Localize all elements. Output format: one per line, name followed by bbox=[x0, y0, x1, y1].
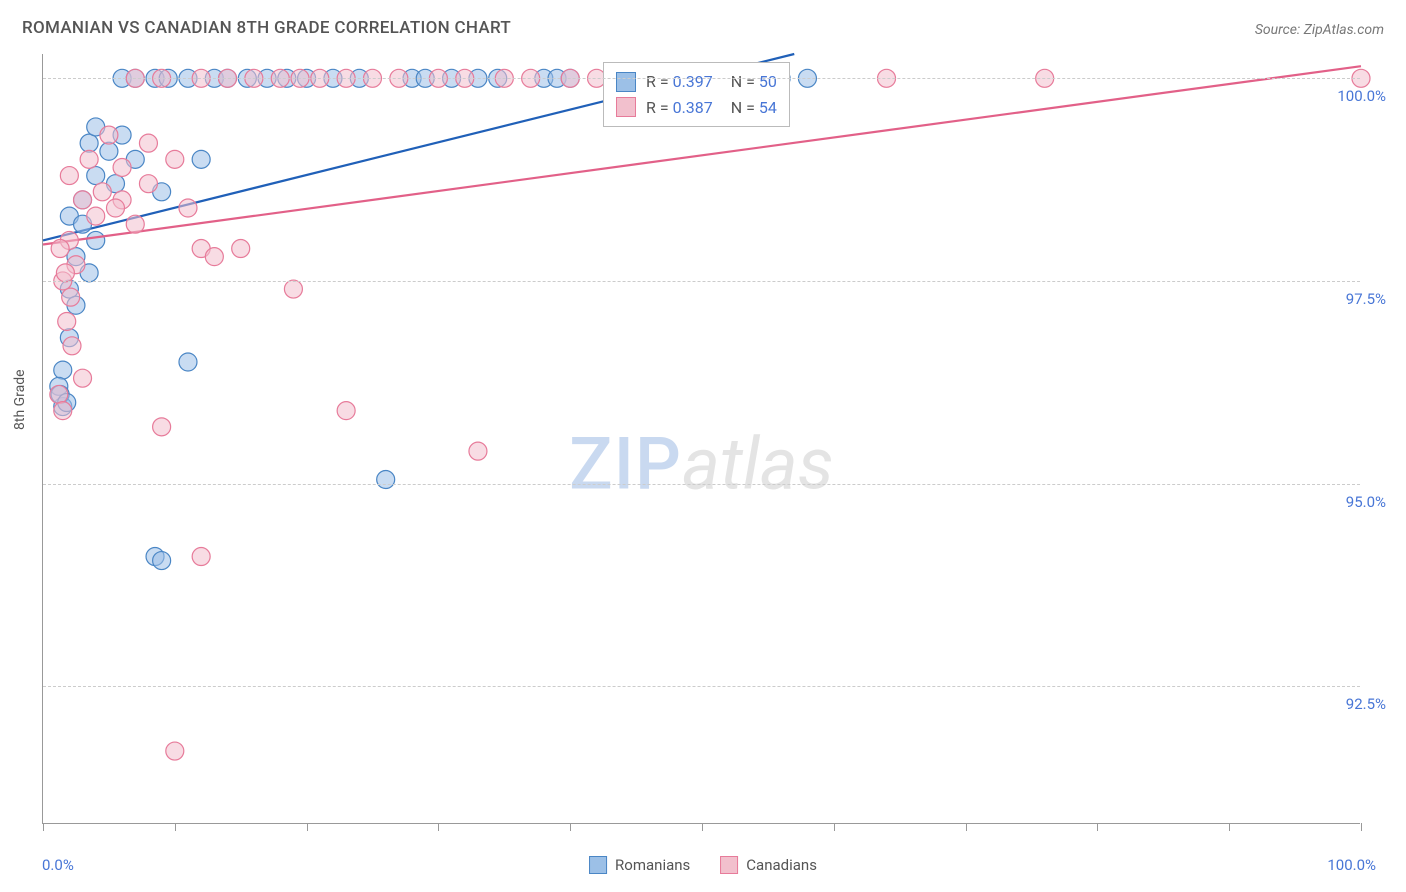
data-point[interactable] bbox=[80, 150, 98, 168]
data-point[interactable] bbox=[179, 199, 197, 217]
legend-label: Canadians bbox=[746, 856, 817, 874]
stats-swatch-icon bbox=[616, 72, 636, 92]
plot-area: ZIPatlas R = 0.397 N = 50R = 0.387 N = 5… bbox=[42, 54, 1360, 824]
data-point[interactable] bbox=[74, 191, 92, 209]
chart-source: Source: ZipAtlas.com bbox=[1255, 22, 1384, 38]
y-tick-label: 97.5% bbox=[1346, 290, 1386, 308]
data-point[interactable] bbox=[106, 199, 124, 217]
x-tick bbox=[702, 823, 703, 831]
data-point[interactable] bbox=[139, 175, 157, 193]
legend-item[interactable]: Canadians bbox=[720, 856, 817, 874]
data-point[interactable] bbox=[87, 207, 105, 225]
data-point[interactable] bbox=[192, 548, 210, 566]
data-point[interactable] bbox=[192, 150, 210, 168]
data-point[interactable] bbox=[232, 240, 250, 258]
legend-swatch-icon bbox=[720, 856, 738, 874]
data-point[interactable] bbox=[166, 150, 184, 168]
data-point[interactable] bbox=[63, 337, 81, 355]
x-tick bbox=[1097, 823, 1098, 831]
x-tick bbox=[1229, 823, 1230, 831]
x-tick bbox=[966, 823, 967, 831]
x-tick bbox=[1361, 823, 1362, 831]
data-point[interactable] bbox=[54, 361, 72, 379]
data-point[interactable] bbox=[337, 402, 355, 420]
data-point[interactable] bbox=[54, 402, 72, 420]
legend-bottom: Romanians Canadians bbox=[589, 856, 817, 874]
gridline bbox=[43, 281, 1360, 282]
data-point[interactable] bbox=[58, 312, 76, 330]
data-point[interactable] bbox=[87, 231, 105, 249]
legend-swatch-icon bbox=[589, 856, 607, 874]
y-axis-label: 8th Grade bbox=[12, 369, 28, 430]
stats-swatch-icon bbox=[616, 97, 636, 117]
gridline bbox=[43, 686, 1360, 687]
stats-n-label: N = 50 bbox=[723, 69, 777, 95]
data-point[interactable] bbox=[153, 552, 171, 570]
data-point[interactable] bbox=[139, 134, 157, 152]
data-point[interactable] bbox=[377, 471, 395, 489]
legend-label: Romanians bbox=[615, 856, 690, 874]
y-tick-label: 95.0% bbox=[1346, 493, 1386, 511]
data-point[interactable] bbox=[93, 183, 111, 201]
x-axis-max-label: 100.0% bbox=[1327, 856, 1376, 874]
data-point[interactable] bbox=[126, 215, 144, 233]
data-point[interactable] bbox=[87, 167, 105, 185]
data-point[interactable] bbox=[166, 742, 184, 760]
data-point[interactable] bbox=[284, 280, 302, 298]
data-point[interactable] bbox=[113, 158, 131, 176]
data-point[interactable] bbox=[179, 353, 197, 371]
data-point[interactable] bbox=[56, 264, 74, 282]
stats-box: R = 0.397 N = 50R = 0.387 N = 54 bbox=[603, 62, 790, 127]
y-tick-label: 92.5% bbox=[1346, 695, 1386, 713]
x-tick bbox=[175, 823, 176, 831]
x-tick bbox=[43, 823, 44, 831]
stats-row: R = 0.397 N = 50 bbox=[616, 69, 777, 95]
data-point[interactable] bbox=[469, 442, 487, 460]
stats-n-label: N = 54 bbox=[723, 95, 777, 121]
stats-row: R = 0.387 N = 54 bbox=[616, 95, 777, 121]
gridline bbox=[43, 484, 1360, 485]
data-point[interactable] bbox=[100, 126, 118, 144]
x-tick bbox=[834, 823, 835, 831]
data-point[interactable] bbox=[100, 142, 118, 160]
stats-r-label: R = 0.397 bbox=[646, 69, 713, 95]
data-point[interactable] bbox=[80, 134, 98, 152]
gridline bbox=[43, 78, 1360, 79]
chart-title: ROMANIAN VS CANADIAN 8TH GRADE CORRELATI… bbox=[22, 18, 511, 38]
legend-item[interactable]: Romanians bbox=[589, 856, 690, 874]
y-tick-label: 100.0% bbox=[1337, 87, 1386, 105]
x-tick bbox=[438, 823, 439, 831]
data-point[interactable] bbox=[205, 248, 223, 266]
x-axis-min-label: 0.0% bbox=[42, 856, 74, 874]
data-point[interactable] bbox=[60, 167, 78, 185]
data-point[interactable] bbox=[153, 418, 171, 436]
data-point[interactable] bbox=[50, 385, 68, 403]
x-tick bbox=[307, 823, 308, 831]
x-tick bbox=[570, 823, 571, 831]
chart-svg bbox=[43, 54, 1360, 823]
stats-r-label: R = 0.387 bbox=[646, 95, 713, 121]
data-point[interactable] bbox=[51, 240, 69, 258]
data-point[interactable] bbox=[62, 288, 80, 306]
data-point[interactable] bbox=[74, 369, 92, 387]
